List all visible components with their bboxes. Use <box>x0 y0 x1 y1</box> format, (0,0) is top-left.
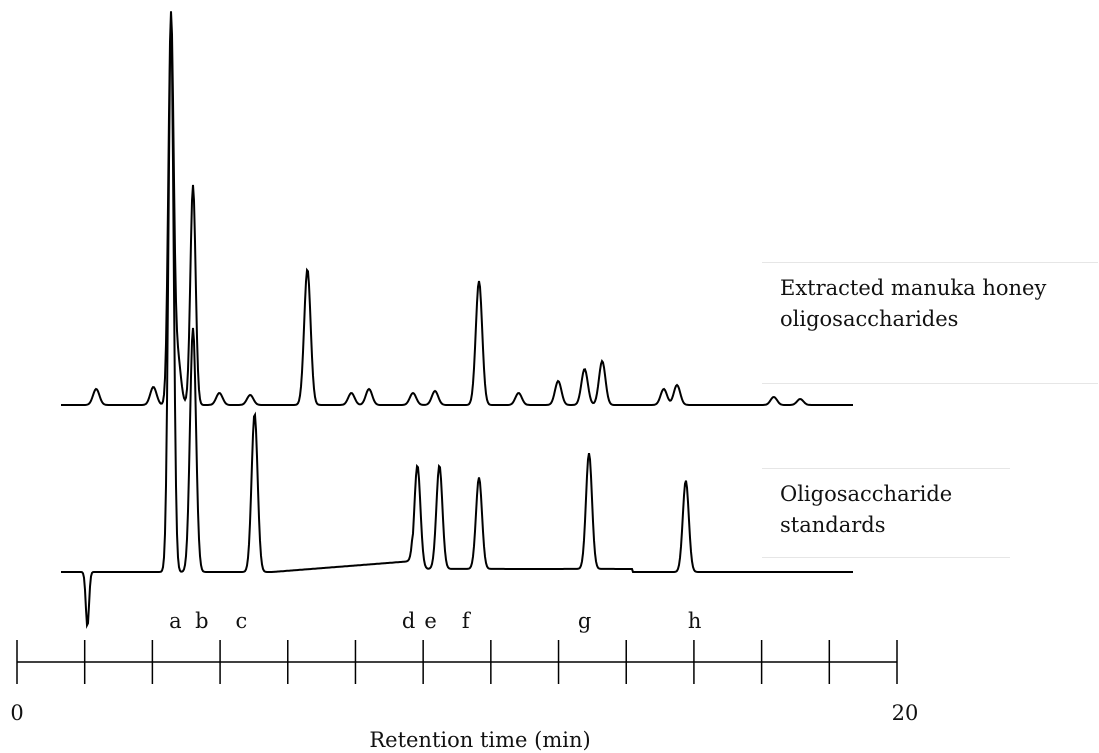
legend-oligosaccharide-standards: Oligosaccharide standards <box>762 468 1010 558</box>
legend-upper-line1: Extracted manuka honey <box>780 276 1047 300</box>
peak-label-b: b <box>195 609 208 633</box>
x-tick-label-20: 20 <box>892 701 919 725</box>
legend-upper-line2: oligosaccharides <box>780 307 959 331</box>
trace-oligosaccharide-standards <box>61 22 853 629</box>
peak-label-h: h <box>688 609 702 633</box>
peak-label-f: f <box>462 609 472 633</box>
x-tick-label-0: 0 <box>10 701 23 725</box>
legend-lower-line2: standards <box>780 513 886 537</box>
peak-label-a: a <box>169 609 182 633</box>
x-axis-ticks <box>16 640 898 684</box>
legend-lower-line1: Oligosaccharide <box>780 482 953 506</box>
x-axis: 0 20 Retention time (min) <box>10 640 918 752</box>
trace-extracted-manuka-honey <box>61 11 853 406</box>
peak-label-d: d <box>402 609 415 633</box>
legend-extracted-manuka-honey: Extracted manuka honey oligosaccharides <box>762 262 1098 384</box>
peak-label-c: c <box>236 609 248 633</box>
peak-label-e: e <box>424 609 436 633</box>
peak-label-g: g <box>578 609 591 633</box>
x-axis-title: Retention time (min) <box>369 728 590 752</box>
